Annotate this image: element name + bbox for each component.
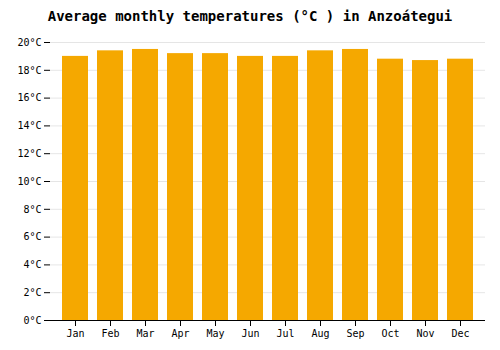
svg-text:20°C: 20°C xyxy=(17,37,41,48)
svg-text:2°C: 2°C xyxy=(23,287,41,298)
svg-text:Aug: Aug xyxy=(311,328,329,339)
svg-text:Mar: Mar xyxy=(136,328,154,339)
svg-text:10°C: 10°C xyxy=(17,176,41,187)
svg-text:Sep: Sep xyxy=(346,328,364,339)
svg-text:Jun: Jun xyxy=(241,328,259,339)
svg-text:Jul: Jul xyxy=(276,328,294,339)
svg-text:16°C: 16°C xyxy=(17,92,41,103)
svg-text:8°C: 8°C xyxy=(23,204,41,215)
html-text:Average monthly temperatures (: Average monthly temperatures (°C ) in An… xyxy=(47,8,453,24)
svg-text:May: May xyxy=(206,328,224,339)
svg-text:Nov: Nov xyxy=(416,328,434,339)
svg-text:Dec: Dec xyxy=(451,328,469,339)
svg-text:Apr: Apr xyxy=(171,328,189,339)
svg-text:4°C: 4°C xyxy=(23,259,41,270)
svg-text:Oct: Oct xyxy=(381,328,399,339)
svg-text:14°C: 14°C xyxy=(17,120,41,131)
svg-text:18°C: 18°C xyxy=(17,65,41,76)
svg-text:0°C: 0°C xyxy=(23,315,41,326)
svg-text:Jan: Jan xyxy=(66,328,84,339)
svg-text:Feb: Feb xyxy=(101,328,119,339)
svg-text:12°C: 12°C xyxy=(17,148,41,159)
svg-text:6°C: 6°C xyxy=(23,231,41,242)
